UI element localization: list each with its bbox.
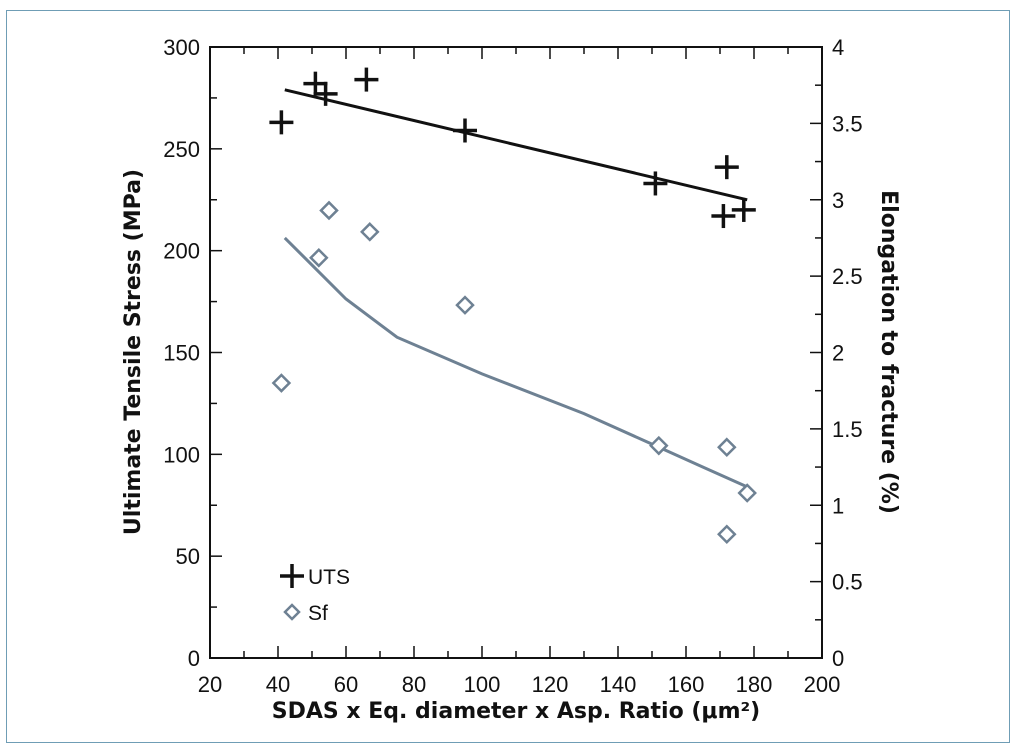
y-tick-label: 250 (163, 137, 200, 162)
uts-point (731, 197, 756, 222)
uts-point (313, 81, 338, 106)
uts-point (269, 110, 294, 135)
y2-tick-label: 4 (832, 35, 844, 60)
legend-label-sf: Sf (308, 602, 328, 625)
x-tick-label: 120 (532, 672, 569, 697)
sf-point (717, 437, 737, 457)
sf-trend-line (283, 236, 748, 489)
uts-point (643, 171, 668, 196)
sf-point (455, 295, 475, 315)
y2-tick-label: 3 (832, 188, 844, 213)
axis-ticks (209, 46, 823, 659)
plot-area (209, 46, 823, 659)
y-tick-label: 150 (163, 341, 200, 366)
x-axis-title: SDAS x Eq. diameter x Asp. Ratio (μm²) (272, 699, 760, 724)
uts-point (714, 155, 739, 180)
y-axis-title: Ultimate Tensile Stress (MPa) (121, 169, 146, 535)
y2-tick-label: 3.5 (832, 111, 863, 136)
uts-point (453, 118, 477, 143)
sf-point (737, 483, 757, 503)
legend-label-uts: UTS (308, 566, 350, 589)
x-tick-label: 60 (334, 672, 358, 697)
y2-tick-label: 0.5 (832, 570, 863, 595)
uts-point (711, 204, 736, 229)
y2-tick-label: 0 (832, 646, 844, 671)
x-tick-label: 40 (266, 672, 290, 697)
x-tick-label: 200 (804, 672, 841, 697)
legend-marker-sf (283, 603, 301, 621)
x-tick-label: 80 (402, 672, 426, 697)
trend-lines (283, 88, 748, 489)
uts-trend-line (284, 88, 748, 202)
figure-frame (6, 10, 1010, 743)
axis-tick-labels: 20 40 60 80 100 120 140 160 180 20005010015020025… (163, 35, 862, 697)
y-tick-label: 100 (163, 442, 200, 467)
x-tick-label: 20 (198, 672, 222, 697)
y2-axis-title: Elongation to fracture (%) (876, 190, 901, 514)
data-points (269, 67, 757, 545)
sf-point (649, 435, 669, 456)
x-tick-label: 180 (736, 672, 773, 697)
uts-point (303, 71, 328, 96)
y2-tick-label: 1 (832, 493, 844, 518)
legend: UTS Sf (280, 564, 350, 625)
sf-point (309, 248, 329, 268)
y2-tick-label: 1.5 (832, 417, 863, 442)
sf-point (717, 524, 737, 545)
sf-point (319, 200, 339, 221)
x-tick-label: 160 (668, 672, 705, 697)
legend-marker-uts (280, 564, 304, 588)
y2-tick-label: 2.5 (832, 264, 863, 289)
sf-point (271, 373, 292, 393)
y-tick-label: 0 (188, 646, 200, 671)
y-tick-label: 50 (176, 544, 200, 569)
y-tick-label: 300 (163, 35, 200, 60)
sf-point (360, 222, 380, 242)
y-tick-label: 200 (163, 239, 200, 264)
y2-tick-label: 2 (832, 341, 844, 366)
x-tick-label: 100 (464, 672, 501, 697)
x-tick-label: 140 (600, 672, 637, 697)
uts-point (354, 67, 379, 92)
